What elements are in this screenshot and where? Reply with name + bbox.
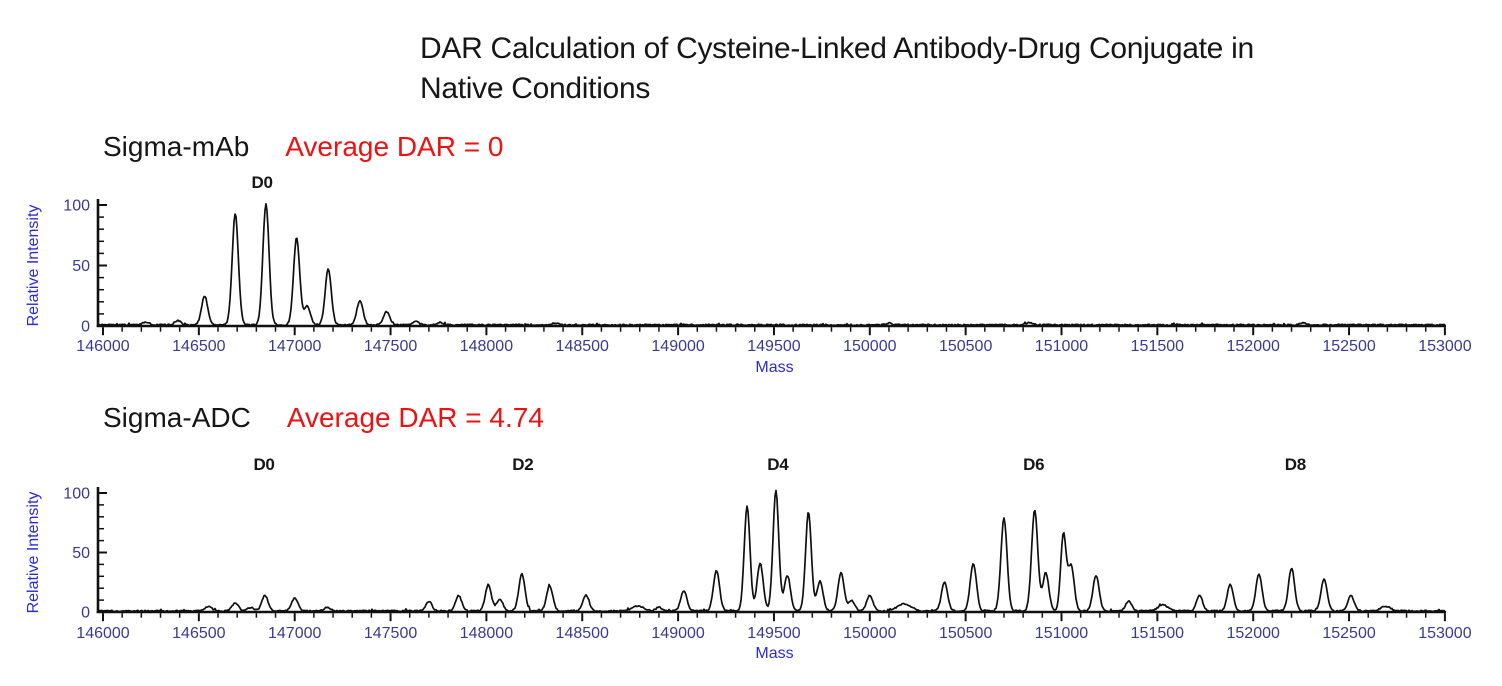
x-tick-label: 149500 xyxy=(747,338,800,355)
x-tick-label: 147000 xyxy=(268,338,321,355)
sigma-adc-y-axis-title: Relative Intensity xyxy=(25,492,42,614)
adc-sample-label: Sigma-ADC xyxy=(103,402,251,433)
figure-title-line1: DAR Calculation of Cysteine-Linked Antib… xyxy=(420,32,1254,65)
adc-average-dar-value: Average DAR = 4.74 xyxy=(286,402,544,433)
x-tick-label: 146000 xyxy=(76,338,129,355)
x-tick-label: 148000 xyxy=(460,338,513,355)
x-tick-label: 147000 xyxy=(268,625,321,642)
x-tick-label: 147500 xyxy=(364,338,417,355)
sigma-adc-spectrum: 146000 146500 147000 147500 148000 148500 1490… xyxy=(25,486,1472,663)
figure-title-line2: Native Conditions xyxy=(420,72,651,105)
x-tick-label: 153000 xyxy=(1418,338,1471,355)
peak-label-d4-adc: D4 xyxy=(767,455,789,474)
x-tick-label: 151500 xyxy=(1131,625,1184,642)
x-tick-label: 150000 xyxy=(843,338,896,355)
y-tick-label: 100 xyxy=(63,486,90,503)
x-tick-label: 153000 xyxy=(1418,625,1471,642)
x-tick-label: 151000 xyxy=(1035,625,1088,642)
peak-label-d0-adc: D0 xyxy=(253,455,275,474)
peak-label-d6-adc: D6 xyxy=(1023,455,1045,474)
x-tick-label: 148000 xyxy=(460,625,513,642)
peak-label-d0-mab: D0 xyxy=(251,173,273,192)
x-tick-label: 148500 xyxy=(556,338,609,355)
x-tick-label: 149500 xyxy=(747,625,800,642)
sigma-adc-x-axis-title: Mass xyxy=(755,645,793,662)
x-tick-label: 146000 xyxy=(76,625,129,642)
mab-panel-header: Sigma-mAb Average DAR = 0 xyxy=(103,131,503,163)
sigma-mab-spectrum: 146000 146500 147000 147500 148000 148500 1490… xyxy=(25,198,1472,377)
x-tick-label: 152000 xyxy=(1227,338,1280,355)
sigma-adc-trace xyxy=(99,489,1446,613)
x-tick-label: 152000 xyxy=(1227,625,1280,642)
x-tick-label: 150500 xyxy=(939,625,992,642)
x-tick-label: 148500 xyxy=(556,625,609,642)
sigma-mab-trace xyxy=(98,203,1446,327)
x-tick-label: 152500 xyxy=(1322,338,1375,355)
x-tick-label: 150500 xyxy=(939,338,992,355)
mab-average-dar-value: Average DAR = 0 xyxy=(285,131,504,162)
adc-panel-header: Sigma-ADC Average DAR = 4.74 xyxy=(103,402,544,434)
peak-label-d2-adc: D2 xyxy=(512,455,534,474)
x-tick-label: 149000 xyxy=(651,338,704,355)
y-tick-label: 0 xyxy=(81,605,90,622)
x-tick-label: 152500 xyxy=(1322,625,1375,642)
sigma-mab-y-axis-title: Relative Intensity xyxy=(25,205,42,327)
x-tick-label: 147500 xyxy=(364,625,417,642)
x-tick-label: 146500 xyxy=(172,625,225,642)
peak-label-d8-adc: D8 xyxy=(1284,455,1306,474)
x-tick-label: 151000 xyxy=(1035,338,1088,355)
x-tick-label: 146500 xyxy=(172,338,225,355)
y-tick-label: 50 xyxy=(72,545,90,562)
y-tick-label: 50 xyxy=(72,258,90,275)
x-tick-label: 149000 xyxy=(651,625,704,642)
y-tick-label: 0 xyxy=(81,319,90,336)
x-tick-label: 150000 xyxy=(843,625,896,642)
y-tick-label: 100 xyxy=(63,198,90,215)
figure-title: DAR Calculation of Cysteine-Linked Antib… xyxy=(420,29,1254,109)
mab-sample-label: Sigma-mAb xyxy=(103,131,250,162)
sigma-mab-x-axis-title: Mass xyxy=(755,359,793,376)
x-tick-label: 151500 xyxy=(1131,338,1184,355)
